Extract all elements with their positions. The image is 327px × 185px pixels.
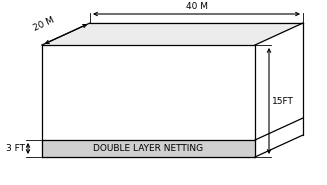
- Text: 20 M: 20 M: [32, 16, 56, 33]
- Text: 15FT: 15FT: [272, 97, 294, 105]
- Polygon shape: [42, 140, 255, 157]
- Text: 3 FT: 3 FT: [6, 144, 25, 153]
- Text: 40 M: 40 M: [185, 2, 208, 11]
- Text: DOUBLE LAYER NETTING: DOUBLE LAYER NETTING: [94, 144, 204, 153]
- Polygon shape: [42, 45, 255, 157]
- Polygon shape: [42, 23, 303, 45]
